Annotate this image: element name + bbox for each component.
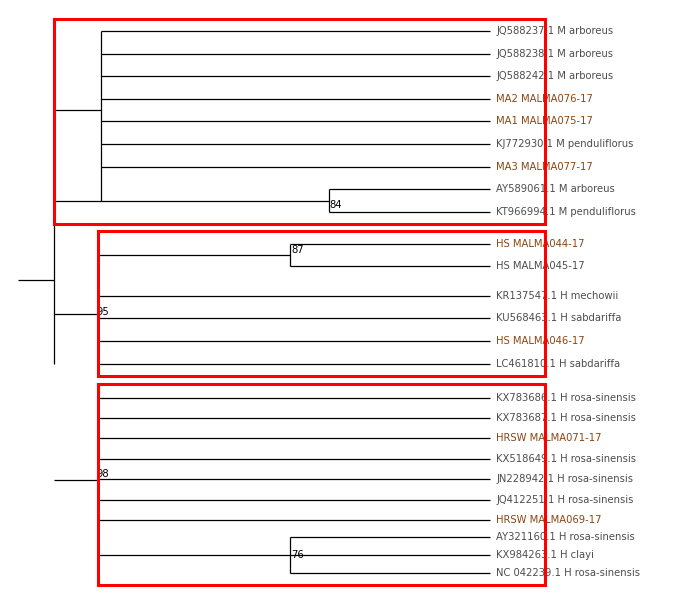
Text: JQ588242.1 M arboreus: JQ588242.1 M arboreus — [496, 71, 613, 81]
Text: HS MALMA045-17: HS MALMA045-17 — [496, 261, 585, 271]
Bar — [54, 19, 545, 224]
Text: KR137547.1 H mechowii: KR137547.1 H mechowii — [496, 291, 619, 301]
Text: HRSW MALMA069-17: HRSW MALMA069-17 — [496, 515, 602, 525]
Text: JQ588238.1 M arboreus: JQ588238.1 M arboreus — [496, 49, 613, 58]
Text: MA3 MALMA077-17: MA3 MALMA077-17 — [496, 162, 593, 172]
Text: MA1 MALMA075-17: MA1 MALMA075-17 — [496, 117, 593, 127]
Text: HRSW MALMA071-17: HRSW MALMA071-17 — [496, 434, 602, 443]
Text: HS MALMA044-17: HS MALMA044-17 — [496, 239, 585, 249]
Text: MA2 MALMA076-17: MA2 MALMA076-17 — [496, 94, 593, 104]
Text: KT966994.1 M penduliflorus: KT966994.1 M penduliflorus — [496, 207, 636, 217]
Text: KX984263.1 H clayi: KX984263.1 H clayi — [496, 550, 594, 560]
Text: 84: 84 — [330, 200, 342, 210]
Text: JQ588237.1 M arboreus: JQ588237.1 M arboreus — [496, 26, 613, 36]
Text: AY589061.1 M arboreus: AY589061.1 M arboreus — [496, 184, 615, 195]
Text: 76: 76 — [291, 550, 304, 560]
Text: KJ772930.1 M penduliflorus: KJ772930.1 M penduliflorus — [496, 139, 634, 149]
Text: KX518649.1 H rosa-sinensis: KX518649.1 H rosa-sinensis — [496, 454, 636, 464]
Text: HS MALMA046-17: HS MALMA046-17 — [496, 336, 585, 346]
Bar — [98, 231, 545, 375]
Bar — [98, 384, 545, 585]
Text: 95: 95 — [96, 307, 109, 317]
Text: KU568463.1 H sabdariffa: KU568463.1 H sabdariffa — [496, 314, 621, 324]
Text: KX783687.1 H rosa-sinensis: KX783687.1 H rosa-sinensis — [496, 413, 636, 423]
Text: 98: 98 — [96, 469, 109, 479]
Text: JQ412251.1 H rosa-sinensis: JQ412251.1 H rosa-sinensis — [496, 494, 634, 505]
Text: 87: 87 — [291, 245, 303, 255]
Text: AY321160.1 H rosa-sinensis: AY321160.1 H rosa-sinensis — [496, 532, 635, 542]
Text: JN228942.1 H rosa-sinensis: JN228942.1 H rosa-sinensis — [496, 474, 634, 484]
Text: LC461810.1 H sabdariffa: LC461810.1 H sabdariffa — [496, 359, 621, 369]
Text: KX783686.1 H rosa-sinensis: KX783686.1 H rosa-sinensis — [496, 393, 636, 403]
Text: NC 042239.1 H rosa-sinensis: NC 042239.1 H rosa-sinensis — [496, 568, 640, 578]
